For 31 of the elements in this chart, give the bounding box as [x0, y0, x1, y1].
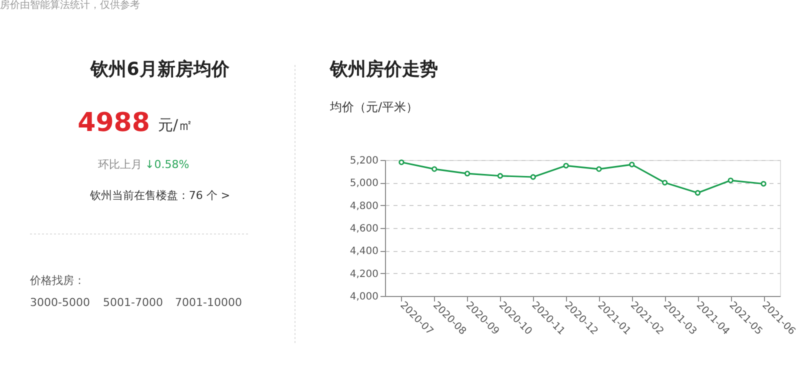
text: 5001-7000	[103, 296, 163, 309]
text: ↓0.58%	[145, 158, 190, 171]
text: 4988	[78, 108, 150, 138]
point	[629, 162, 635, 168]
text: 价格找房：	[29, 274, 85, 287]
point	[662, 180, 668, 186]
y-tick-label: 4,600	[350, 224, 378, 234]
y-tick-label: 4,800	[350, 200, 378, 212]
point	[432, 166, 438, 172]
point	[694, 190, 701, 196]
point	[398, 159, 404, 166]
y-tick-label: 4,400	[350, 246, 378, 258]
text: 钦州6月新房均价	[90, 59, 230, 80]
point	[596, 166, 602, 172]
point	[464, 170, 470, 176]
text: 环比上月	[98, 158, 142, 171]
chart-title: 钦州房价走势	[329, 59, 438, 80]
point	[760, 180, 766, 187]
text: 3000-5000	[30, 296, 90, 309]
text: 钦州当前在售楼盘：76 个 >	[88, 189, 230, 202]
point	[497, 173, 504, 179]
point	[563, 162, 569, 168]
y-tick-label: 4,000	[350, 292, 378, 302]
point	[728, 178, 734, 184]
y-tick-label: 5,200	[350, 156, 378, 166]
y-tick-label: 4,200	[350, 268, 378, 280]
y-tick-label: 5,000	[350, 178, 378, 190]
y-axis-title: 均价（元/平米）	[329, 100, 418, 114]
text: 元/㎡	[158, 116, 194, 134]
text: 7001-10000	[175, 296, 242, 309]
point	[530, 174, 536, 180]
